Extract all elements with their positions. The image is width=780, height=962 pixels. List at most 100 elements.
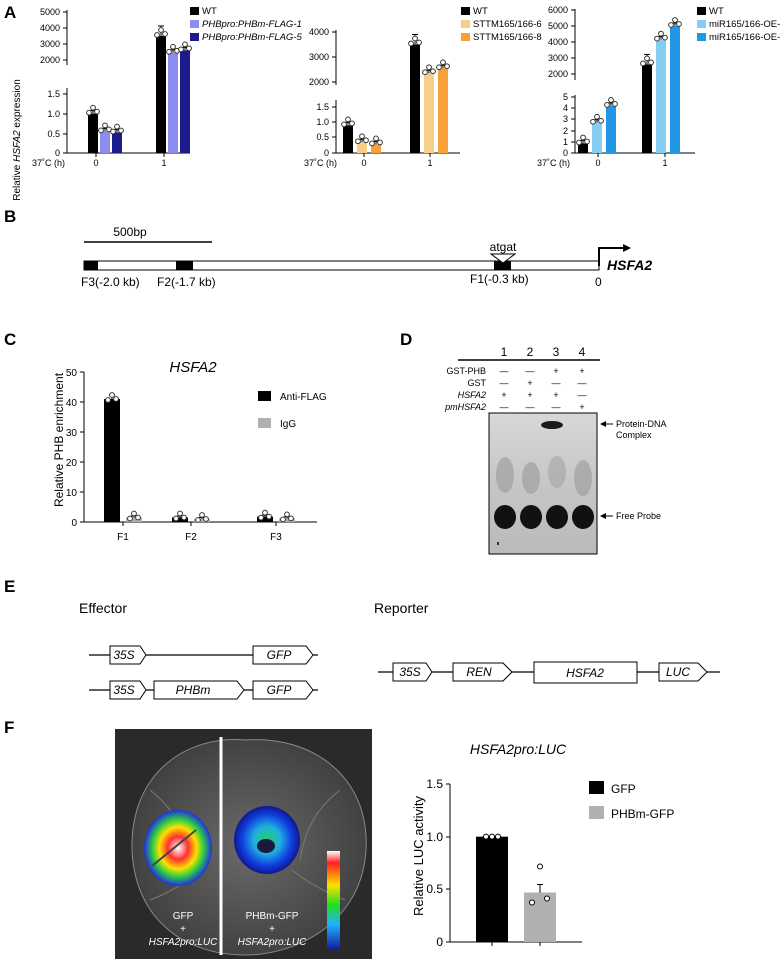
a1-bar-s2-t1-point-1 bbox=[166, 48, 172, 55]
leaf-label-phbm-gfp: PHBm-GFP bbox=[246, 911, 299, 922]
panel-label-f: F bbox=[4, 718, 14, 737]
sign-r3-l3: + bbox=[553, 390, 558, 400]
a1-bars bbox=[86, 25, 192, 153]
a2-bar-s2-t1-point-2 bbox=[426, 64, 432, 71]
f2-label: F2(-1.7 kb) bbox=[157, 275, 216, 289]
a3-bars bbox=[576, 17, 682, 153]
a1-bar-s3-t0-point-2 bbox=[114, 123, 120, 130]
a1-xtick-0: 0 bbox=[93, 158, 98, 168]
promoter-diagram: 500bp atgat HSFA2 F3(-2.0 kb) F2(-1.7 kb… bbox=[81, 225, 652, 289]
a2-bar-s2-t0 bbox=[357, 142, 367, 153]
f-ytick-1.0: 1.0 bbox=[426, 830, 443, 844]
c-ytick-50: 50 bbox=[66, 368, 78, 379]
sign-r4-l3: — bbox=[552, 402, 561, 412]
panel-a2-chart: 4000 3000 2000 1.5 1.0 0.5 0 37˚C (h) 0 … bbox=[304, 6, 542, 168]
a1-bar-s1-t1-point-2 bbox=[158, 27, 164, 33]
a3-bar-s3-t0 bbox=[606, 105, 616, 153]
c-xtick-f1: F1 bbox=[117, 532, 129, 543]
a3-bar-s3-t1-point-2 bbox=[672, 17, 678, 23]
sign-r2-l2: + bbox=[527, 378, 532, 388]
a1-bar-s3-t1 bbox=[180, 50, 190, 153]
a3-legend-oe6: miR165/166-OE-6 bbox=[709, 32, 780, 43]
a1-legend-flag1: PHBpro:PHBm-FLAG-1 bbox=[202, 19, 302, 30]
a1-bar-s3-t0 bbox=[112, 132, 122, 153]
c-legend-igg: IgG bbox=[280, 419, 296, 430]
f-ytick-0: 0 bbox=[436, 935, 443, 949]
panel-a3-chart: 6000 5000 4000 3000 2000 5 4 3 2 1 0 37˚… bbox=[537, 5, 780, 168]
rep-luc: LUC bbox=[666, 665, 690, 679]
a1-bar-s3-t0-point-3 bbox=[118, 127, 124, 134]
emsa-sign-grid: — — + + — + — — + + + — — — — + bbox=[500, 366, 587, 412]
f1-label: F1(-0.3 kb) bbox=[470, 272, 529, 286]
luminescence-scale-bar bbox=[327, 851, 340, 949]
a2-bar-s3-t0-point-3 bbox=[377, 139, 383, 146]
a2-bar-s1-t0-point-2 bbox=[345, 116, 351, 123]
a3-ytick-5: 5 bbox=[563, 92, 568, 102]
a3-bar-s3-t1-point-1 bbox=[668, 22, 674, 28]
eff1-gfp: GFP bbox=[267, 648, 292, 662]
sign-r1-l3: + bbox=[553, 366, 558, 376]
a3-bar-s1-t1-point-1 bbox=[640, 60, 646, 67]
a3-bar-s2-t0-point-3 bbox=[598, 117, 604, 124]
a1-bar-s2-t1 bbox=[168, 52, 178, 153]
f-bar-phbm-gfp-point-3 bbox=[544, 895, 550, 902]
row-label-gst: GST bbox=[467, 378, 486, 388]
scale-bar-label: 500bp bbox=[113, 225, 147, 239]
a1-bar-s3-t1-point-3 bbox=[186, 45, 192, 52]
c-bar-igg-f3-point-2 bbox=[284, 511, 290, 518]
a3-ytick-3000: 3000 bbox=[548, 53, 568, 63]
c-xtick-f3: F3 bbox=[270, 532, 282, 543]
c-bar-anti-flag-f2-point-1 bbox=[173, 515, 179, 522]
c-bar-igg-f2-point-1 bbox=[195, 517, 201, 523]
f-ytick-0.5: 0.5 bbox=[426, 882, 443, 896]
c-bar-igg-f1-point-2 bbox=[131, 510, 137, 517]
a1-ytick-0: 0 bbox=[55, 148, 60, 158]
a2-bar-s1-t0 bbox=[343, 125, 353, 153]
a2-bar-s2-t0-point-1 bbox=[355, 138, 361, 145]
leaf-label-plus-left: + bbox=[180, 924, 186, 935]
a3-ytick-4000: 4000 bbox=[548, 37, 568, 47]
f-title: HSFA2pro:LUC bbox=[470, 741, 567, 757]
a1-bar-s1-t1 bbox=[156, 36, 166, 153]
f-ytick-1.5: 1.5 bbox=[426, 777, 443, 791]
a1-ytick-1.0: 1.0 bbox=[47, 109, 60, 119]
a3-bar-s3-t0-point-2 bbox=[608, 97, 614, 103]
a3-ytick-4: 4 bbox=[563, 103, 568, 113]
lane-4-label: 4 bbox=[579, 345, 586, 359]
a1-ytick-2000: 2000 bbox=[40, 55, 60, 65]
emsa-gel-image bbox=[488, 412, 598, 555]
a2-legend: WT STTM165/166-6 STTM165/166-8 bbox=[461, 6, 542, 43]
row-label-hsfa2: HSFA2 bbox=[458, 390, 486, 400]
sign-r4-l1: — bbox=[500, 402, 509, 412]
panel-label-b: B bbox=[4, 207, 16, 226]
panel-a-ylabel: Relative HSFA2 expression bbox=[12, 79, 23, 201]
a3-ytick-5000: 5000 bbox=[548, 21, 568, 31]
a3-bar-s1-t1 bbox=[642, 64, 652, 153]
a1-bar-s2-t0 bbox=[100, 131, 110, 153]
reporter-heading: Reporter bbox=[374, 600, 429, 616]
a3-ytick-1: 1 bbox=[563, 137, 568, 147]
complex-label-line2: Complex bbox=[616, 430, 652, 440]
c-bar-igg-f2-point-3 bbox=[203, 516, 209, 522]
lane-3-label: 3 bbox=[553, 345, 560, 359]
f-bar-phbm-gfp bbox=[524, 892, 556, 942]
f2-region bbox=[176, 261, 193, 270]
a2-yticks: 4000 3000 2000 1.5 1.0 0.5 0 bbox=[309, 27, 336, 158]
c-ytick-30: 30 bbox=[66, 428, 78, 439]
sign-r3-l4: — bbox=[578, 390, 587, 400]
tss-arrowhead bbox=[623, 244, 631, 252]
a1-ytick-3000: 3000 bbox=[40, 39, 60, 49]
c-bar-igg-f3 bbox=[279, 518, 295, 522]
a3-bar-s1-t0-point-1 bbox=[576, 139, 582, 146]
a2-ytick-2000: 2000 bbox=[309, 77, 329, 87]
a2-bar-s1-t1-point-1 bbox=[408, 40, 414, 47]
a3-bar-s2-t1-point-3 bbox=[662, 34, 668, 41]
a2-xtick-0: 0 bbox=[361, 158, 366, 168]
c-bar-anti-flag-f3-point-1 bbox=[258, 514, 264, 521]
a2-bar-s3-t0-point-1 bbox=[369, 140, 375, 147]
f-bar-phbm-gfp-point-2 bbox=[529, 899, 535, 906]
sign-r4-l2: — bbox=[526, 402, 535, 412]
a1-legend-flag5: PHBpro:PHBm-FLAG-5 bbox=[202, 32, 302, 43]
c-bar-igg-f1-point-3 bbox=[135, 514, 141, 521]
eff2-phbm: PHBm bbox=[176, 683, 211, 697]
